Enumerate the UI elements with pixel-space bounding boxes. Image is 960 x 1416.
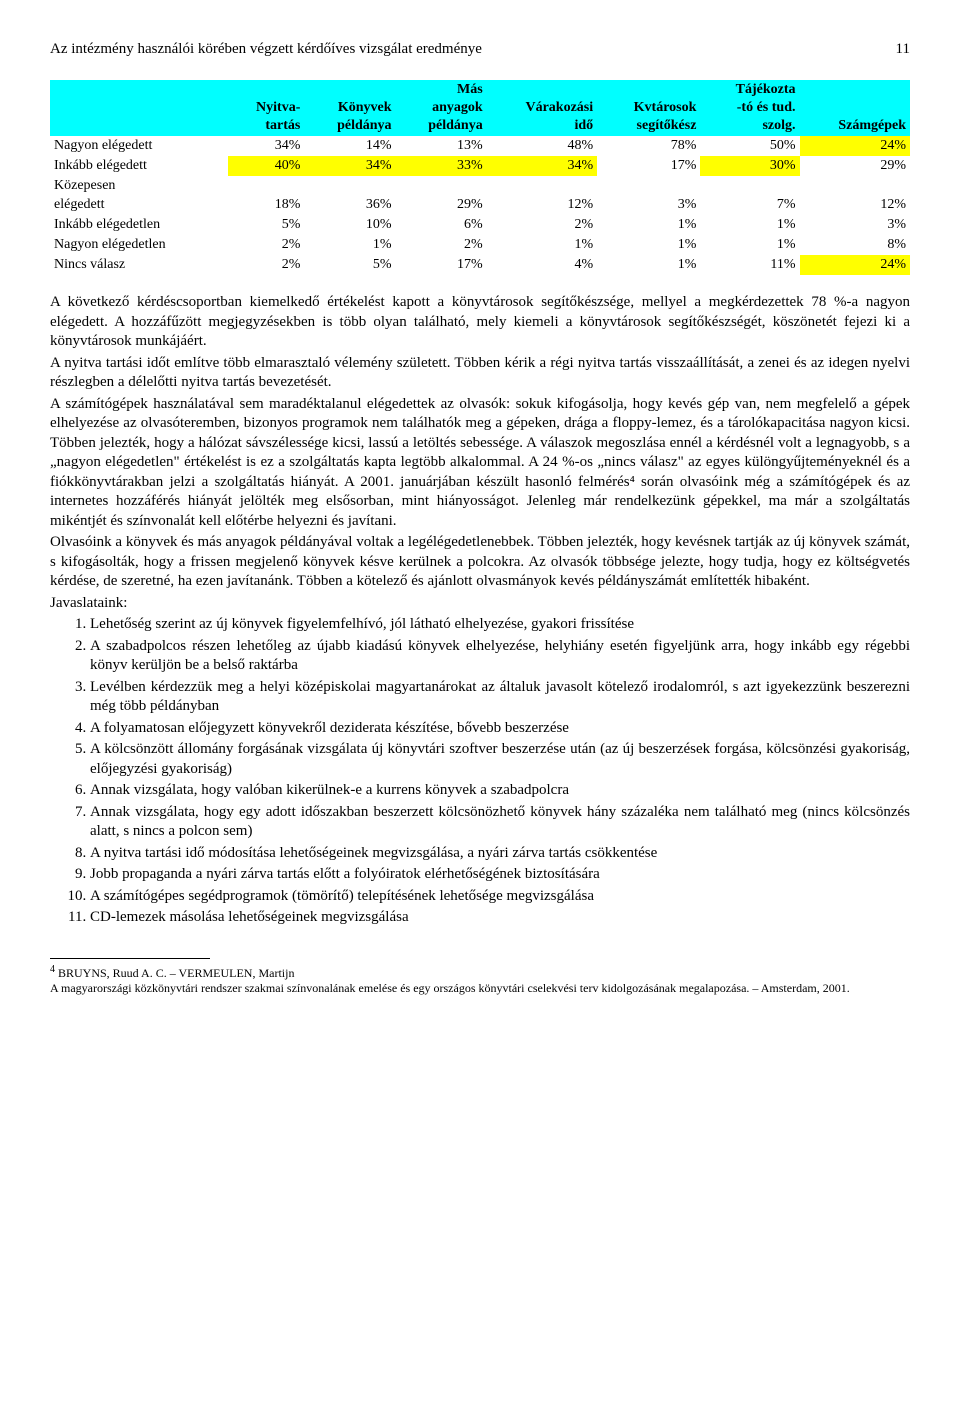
cell: 33% xyxy=(396,156,487,176)
suggestions-list: Lehetőség szerint az új könyvek figyelem… xyxy=(50,615,910,928)
cell: 24% xyxy=(800,255,911,275)
cell: 17% xyxy=(396,255,487,275)
cell: 1% xyxy=(597,235,700,255)
body-paragraph: A nyitva tartási időt említve több elmar… xyxy=(50,354,910,393)
table-row: Inkább elégedetlen5%10%6%2%1%1%3% xyxy=(50,215,910,235)
cell: 1% xyxy=(304,235,395,255)
page-title: Az intézmény használói körében végzett k… xyxy=(50,40,482,60)
cell: 78% xyxy=(597,136,700,156)
cell: 2% xyxy=(228,255,304,275)
row-label: Közepesenelégedett xyxy=(50,176,228,214)
cell: 12% xyxy=(487,176,597,214)
body-text: A következő kérdéscsoportban kiemelkedő … xyxy=(50,293,910,592)
list-item: A nyitva tartási idő módosítása lehetősé… xyxy=(90,844,910,864)
cell: 1% xyxy=(700,215,799,235)
table-row: Inkább elégedett40%34%33%34%17%30%29% xyxy=(50,156,910,176)
cell: 1% xyxy=(597,215,700,235)
cell: 10% xyxy=(304,215,395,235)
list-item: A folyamatosan előjegyzett könyvekről de… xyxy=(90,719,910,739)
list-item: Annak vizsgálata, hogy valóban kikerülne… xyxy=(90,781,910,801)
row-label: Inkább elégedetlen xyxy=(50,215,228,235)
list-item: A szabadpolcos részen lehetőleg az újabb… xyxy=(90,637,910,676)
cell: 3% xyxy=(597,176,700,214)
table-row: Nagyon elégedetlen2%1%2%1%1%1%8% xyxy=(50,235,910,255)
cell: 8% xyxy=(800,235,911,255)
col-tajekozta: Tájékozta-tó és tud.szolg. xyxy=(700,80,799,137)
cell: 50% xyxy=(700,136,799,156)
row-label: Nagyon elégedetlen xyxy=(50,235,228,255)
cell: 12% xyxy=(800,176,911,214)
cell: 40% xyxy=(228,156,304,176)
list-item: Jobb propaganda a nyári zárva tartás elő… xyxy=(90,865,910,885)
footnote-authors: BRUYNS, Ruud A. C. – VERMEULEN, Martijn xyxy=(58,966,294,980)
cell: 2% xyxy=(487,215,597,235)
col-varakozasi: Várakozásiidő xyxy=(487,80,597,137)
cell: 24% xyxy=(800,136,911,156)
list-item: Levélben kérdezzük meg a helyi középisko… xyxy=(90,678,910,717)
page-header: Az intézmény használói körében végzett k… xyxy=(50,40,910,60)
col-blank xyxy=(50,80,228,137)
list-label: Javaslataink: xyxy=(50,594,910,614)
footnote-text: A magyarországi közkönyvtári rendszer sz… xyxy=(50,981,850,995)
list-item: Annak vizsgálata, hogy egy adott időszak… xyxy=(90,803,910,842)
cell: 36% xyxy=(304,176,395,214)
col-kvtarosok: Kvtárosoksegítőkész xyxy=(597,80,700,137)
cell: 2% xyxy=(396,235,487,255)
list-item: Lehetőség szerint az új könyvek figyelem… xyxy=(90,615,910,635)
table-row: Közepesenelégedett18%36%29%12%3%7%12% xyxy=(50,176,910,214)
cell: 18% xyxy=(228,176,304,214)
page-number: 11 xyxy=(896,40,910,60)
col-mas: Másanyagokpéldánya xyxy=(396,80,487,137)
list-item: A számítógépes segédprogramok (tömörítő)… xyxy=(90,887,910,907)
cell: 30% xyxy=(700,156,799,176)
list-item: CD-lemezek másolása lehetőségeinek megvi… xyxy=(90,908,910,928)
cell: 2% xyxy=(228,235,304,255)
cell: 1% xyxy=(487,235,597,255)
cell: 14% xyxy=(304,136,395,156)
cell: 3% xyxy=(800,215,911,235)
col-szamgepek: Számgépek xyxy=(800,80,911,137)
cell: 29% xyxy=(396,176,487,214)
table-header-row: Nyitva-tartás Könyvekpéldánya Másanyagok… xyxy=(50,80,910,137)
cell: 34% xyxy=(487,156,597,176)
cell: 13% xyxy=(396,136,487,156)
body-paragraph: A következő kérdéscsoportban kiemelkedő … xyxy=(50,293,910,352)
cell: 29% xyxy=(800,156,911,176)
cell: 34% xyxy=(228,136,304,156)
row-label: Nagyon elégedett xyxy=(50,136,228,156)
row-label: Nincs válasz xyxy=(50,255,228,275)
cell: 4% xyxy=(487,255,597,275)
cell: 48% xyxy=(487,136,597,156)
cell: 17% xyxy=(597,156,700,176)
body-paragraph: Olvasóink a könyvek és más anyagok példá… xyxy=(50,533,910,592)
body-paragraph: A számítógépek használatával sem maradék… xyxy=(50,395,910,532)
cell: 5% xyxy=(228,215,304,235)
cell: 11% xyxy=(700,255,799,275)
cell: 1% xyxy=(700,235,799,255)
footnote-marker: 4 xyxy=(50,964,55,975)
cell: 34% xyxy=(304,156,395,176)
list-item: A kölcsönzött állomány forgásának vizsgá… xyxy=(90,740,910,779)
footnote-separator xyxy=(50,958,210,959)
cell: 6% xyxy=(396,215,487,235)
cell: 5% xyxy=(304,255,395,275)
col-nyitva: Nyitva-tartás xyxy=(228,80,304,137)
row-label: Inkább elégedett xyxy=(50,156,228,176)
col-konyvek: Könyvekpéldánya xyxy=(304,80,395,137)
table-row: Nincs válasz2%5%17%4%1%11%24% xyxy=(50,255,910,275)
cell: 7% xyxy=(700,176,799,214)
satisfaction-table: Nyitva-tartás Könyvekpéldánya Másanyagok… xyxy=(50,80,910,276)
cell: 1% xyxy=(597,255,700,275)
table-row: Nagyon elégedett34%14%13%48%78%50%24% xyxy=(50,136,910,156)
footnote: 4 BRUYNS, Ruud A. C. – VERMEULEN, Martij… xyxy=(50,963,910,997)
